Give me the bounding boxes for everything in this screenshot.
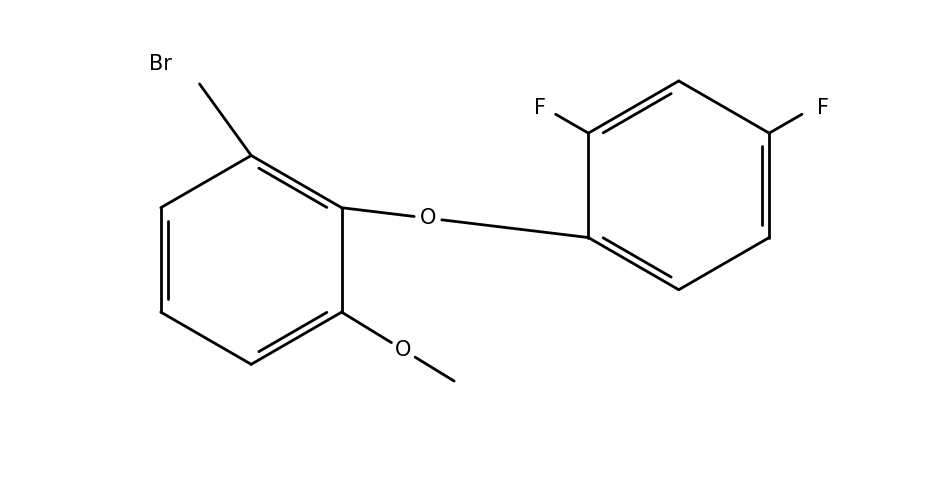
Text: F: F — [817, 98, 830, 118]
Text: O: O — [419, 208, 436, 228]
Text: O: O — [395, 340, 411, 360]
Text: F: F — [534, 98, 546, 118]
Text: Br: Br — [149, 54, 172, 74]
